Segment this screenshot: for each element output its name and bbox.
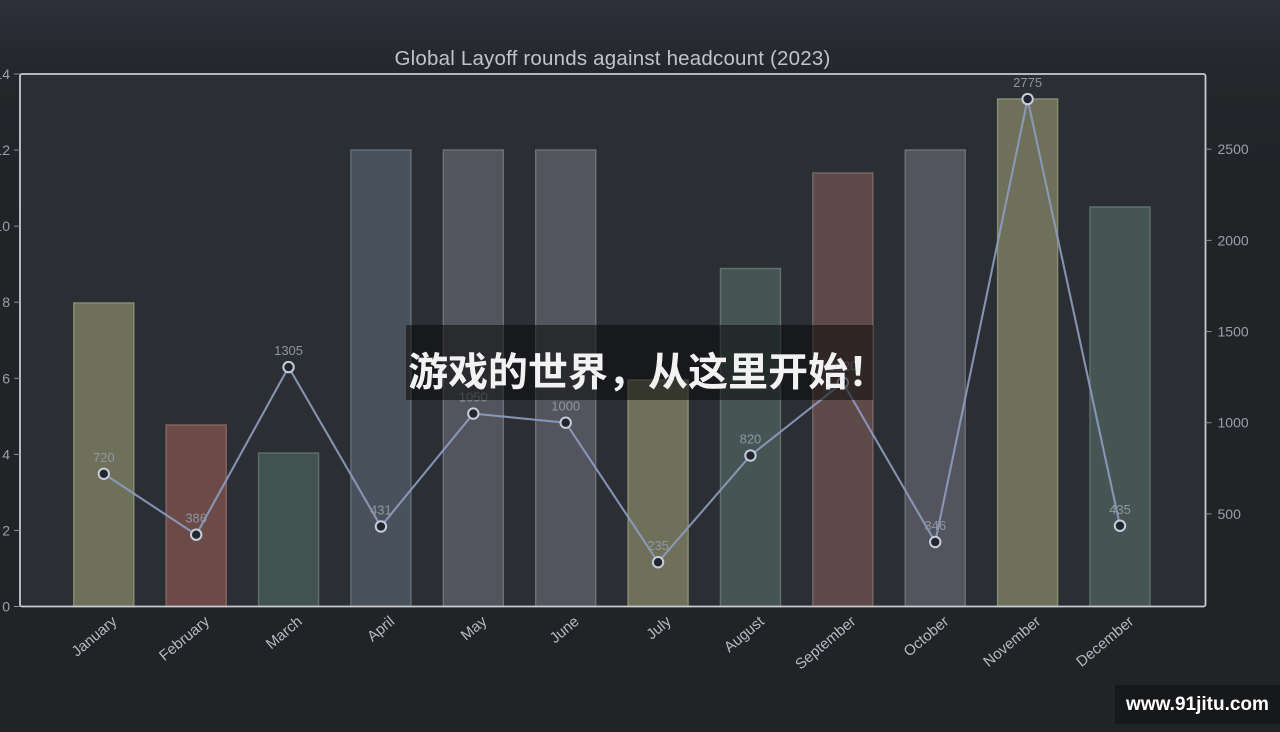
svg-text:435: 435 — [1109, 502, 1131, 517]
svg-text:2: 2 — [2, 522, 10, 538]
svg-text:14: 14 — [0, 66, 10, 82]
svg-text:386: 386 — [185, 511, 207, 526]
svg-text:2775: 2775 — [1013, 75, 1042, 90]
svg-text:2500: 2500 — [1218, 141, 1249, 157]
svg-text:235: 235 — [647, 538, 669, 553]
svg-text:6: 6 — [2, 370, 10, 386]
svg-text:10: 10 — [0, 218, 10, 234]
svg-text:1000: 1000 — [1218, 415, 1249, 431]
svg-text:0: 0 — [2, 599, 10, 615]
svg-text:12: 12 — [0, 142, 10, 158]
svg-text:720: 720 — [93, 450, 115, 465]
svg-text:820: 820 — [740, 432, 762, 447]
svg-text:1000: 1000 — [551, 399, 580, 414]
svg-text:500: 500 — [1218, 506, 1242, 522]
svg-text:4: 4 — [2, 446, 10, 462]
svg-text:2000: 2000 — [1218, 232, 1249, 248]
svg-text:346: 346 — [924, 518, 946, 533]
svg-text:8: 8 — [2, 294, 10, 310]
svg-text:1500: 1500 — [1218, 324, 1249, 340]
svg-text:431: 431 — [370, 502, 392, 517]
svg-text:1305: 1305 — [274, 343, 303, 358]
